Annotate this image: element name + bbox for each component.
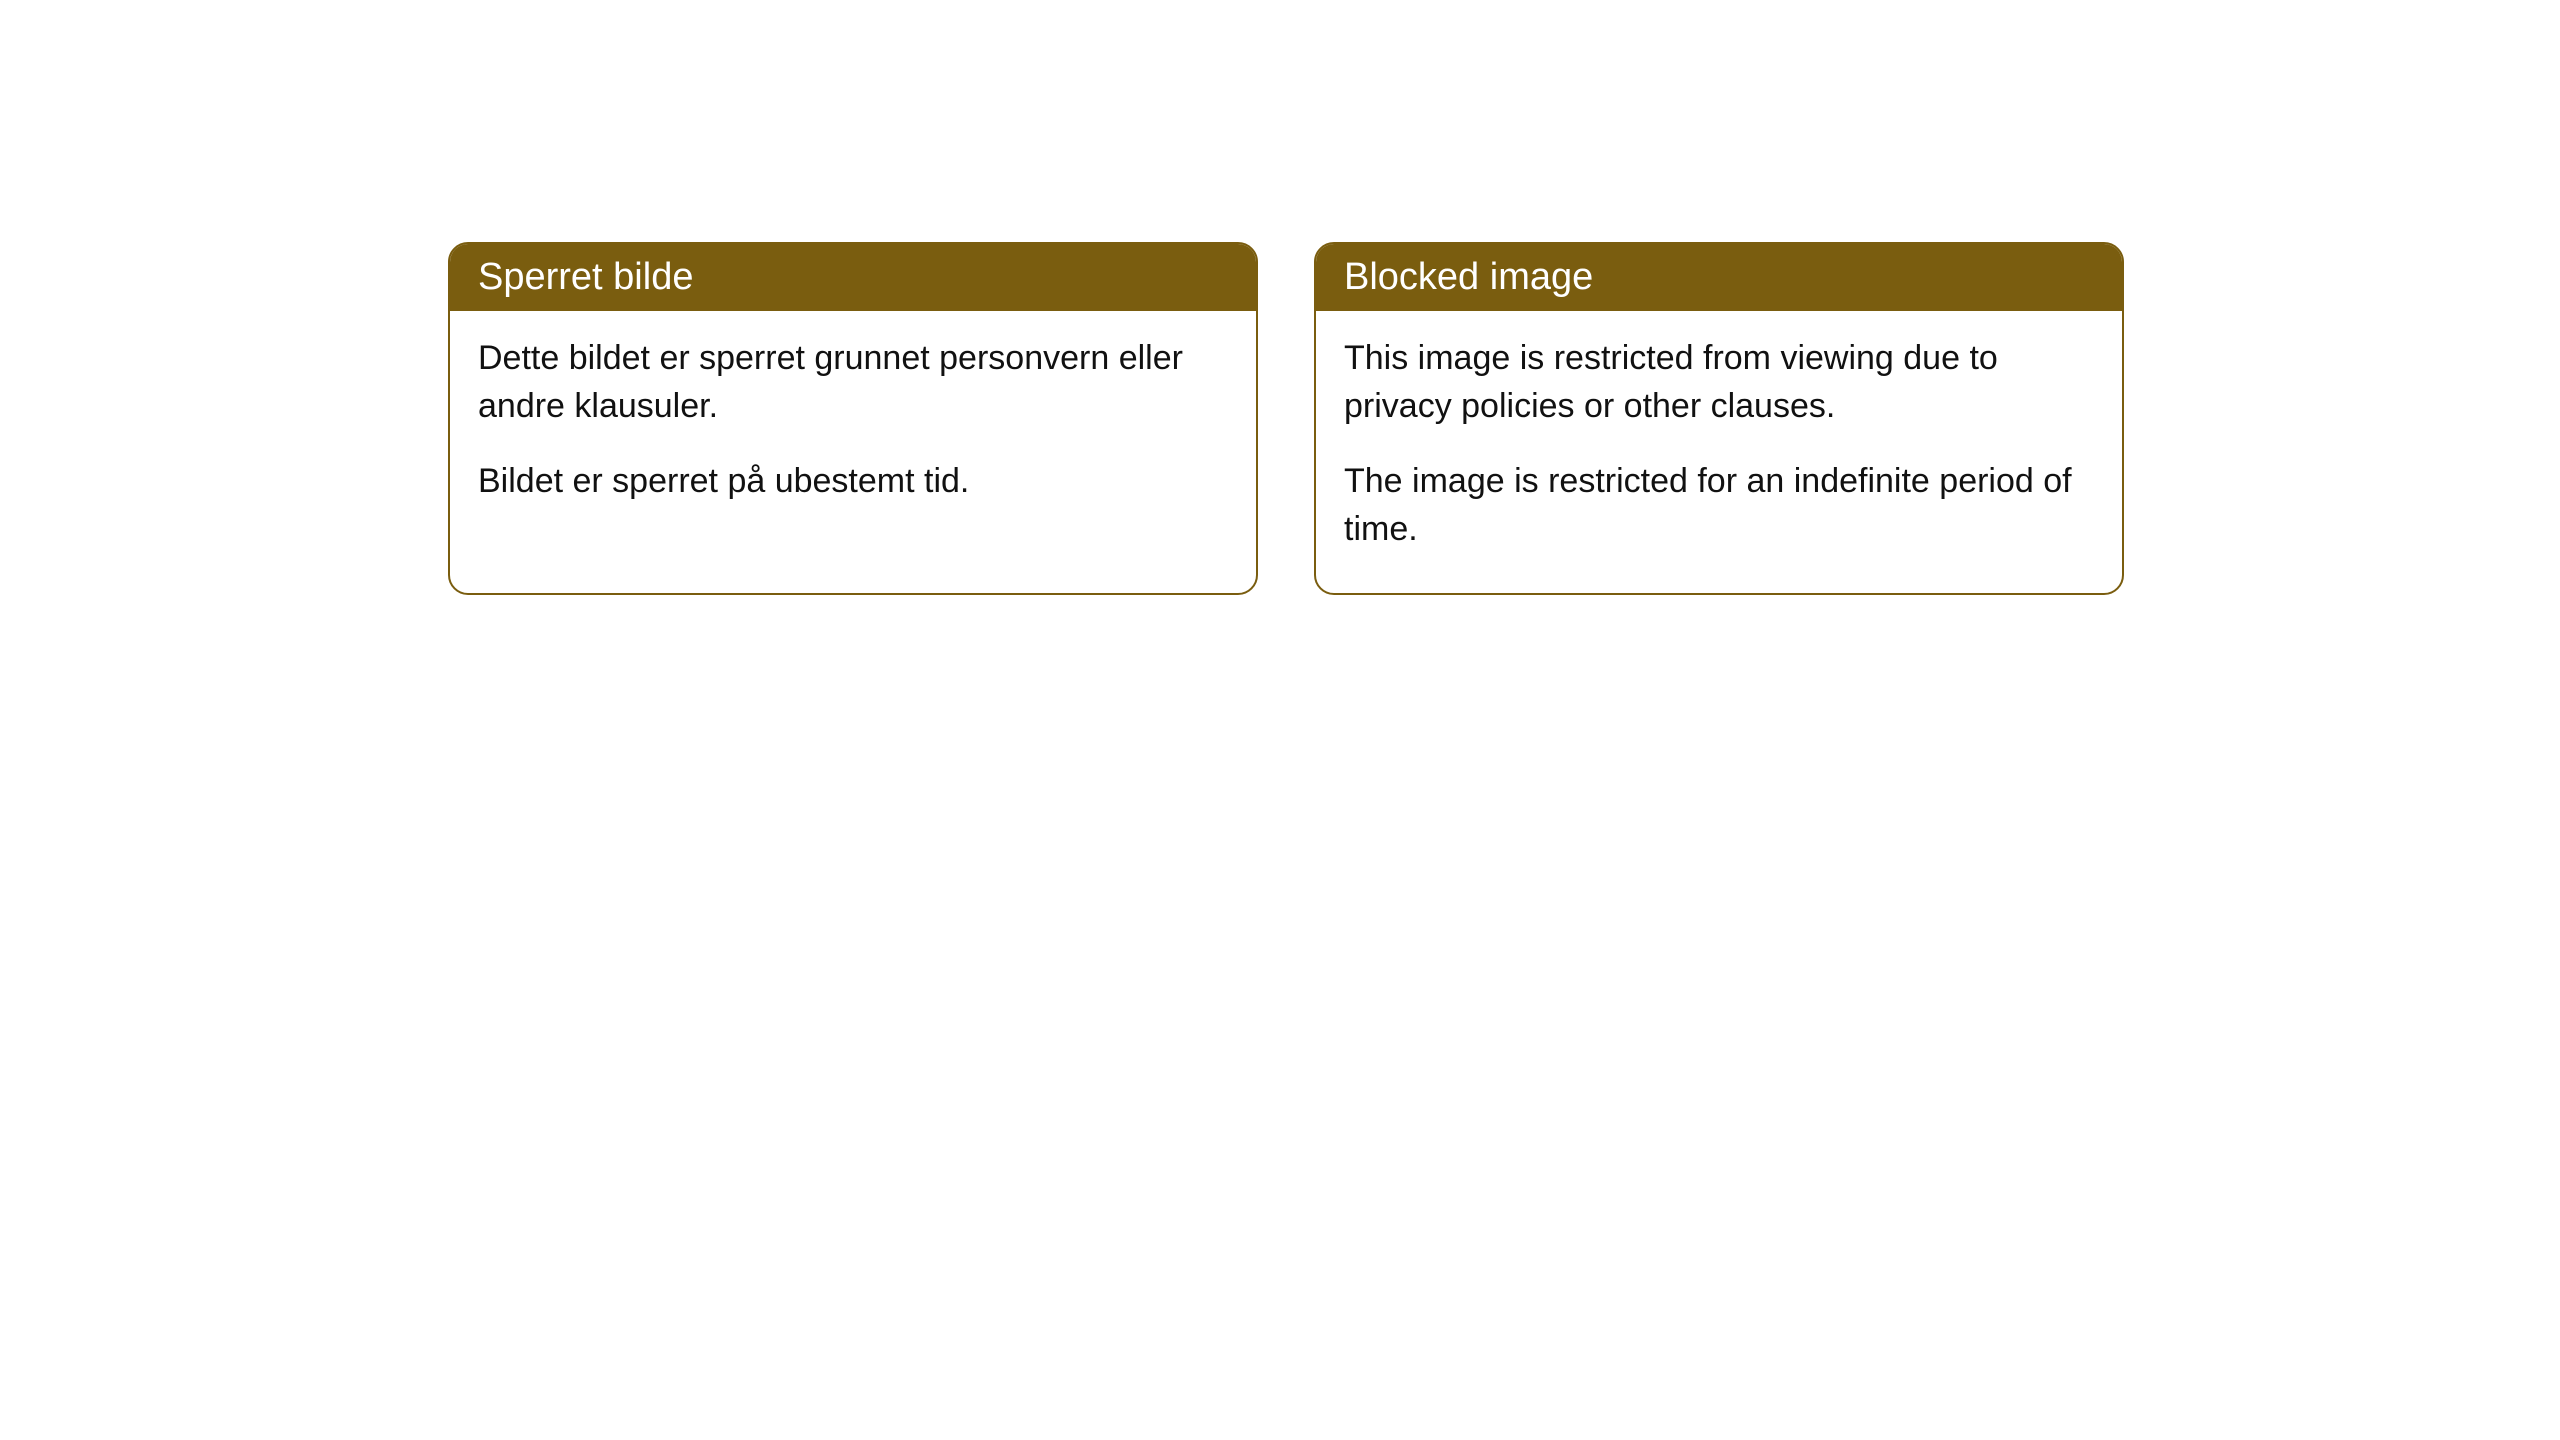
card-paragraph: The image is restricted for an indefinit… (1344, 458, 2094, 553)
card-paragraph: This image is restricted from viewing du… (1344, 335, 2094, 430)
card-title: Blocked image (1344, 256, 1593, 298)
card-title: Sperret bilde (478, 256, 693, 298)
notice-card-norwegian: Sperret bilde Dette bildet er sperret gr… (448, 242, 1258, 595)
card-header-english: Blocked image (1316, 244, 2122, 311)
card-paragraph: Dette bildet er sperret grunnet personve… (478, 335, 1228, 430)
notice-card-english: Blocked image This image is restricted f… (1314, 242, 2124, 595)
card-body-english: This image is restricted from viewing du… (1316, 311, 2122, 593)
card-body-norwegian: Dette bildet er sperret grunnet personve… (450, 311, 1256, 546)
notice-cards-container: Sperret bilde Dette bildet er sperret gr… (448, 242, 2124, 595)
card-paragraph: Bildet er sperret på ubestemt tid. (478, 458, 1228, 506)
card-header-norwegian: Sperret bilde (450, 244, 1256, 311)
